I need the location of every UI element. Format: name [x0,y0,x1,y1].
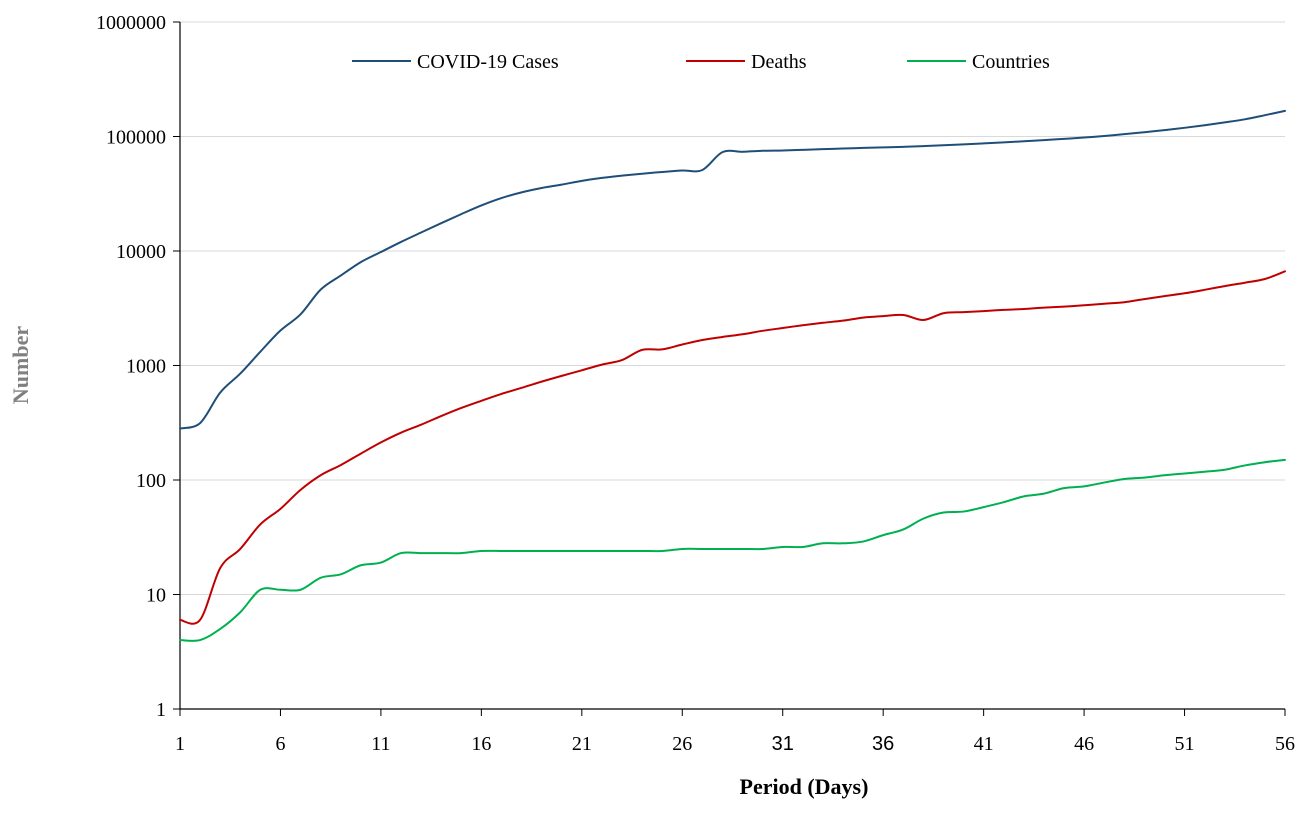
x-tick-label: 11 [371,733,390,755]
legend-label-deaths: Deaths [751,51,807,73]
x-axis-title: Period (Days) [740,774,869,799]
series-lines [179,109,1286,642]
x-tick-label: 16 [471,733,491,755]
x-tick-label: 1 [175,733,185,755]
y-tick-label: 10 [146,585,166,607]
x-tick-label: 46 [1074,733,1094,755]
x-tick-label: 31 [772,733,794,755]
y-axis-title: Number [8,326,33,404]
series-line-deaths [179,270,1286,625]
legend-label-countries: Countries [972,51,1050,73]
series-line-countries [179,458,1286,642]
y-tick-label: 1000 [126,356,166,378]
x-tick-label: 26 [672,733,692,755]
y-tick-label: 1000000 [96,12,166,34]
gridlines [180,21,1285,595]
y-tick-label: 100000 [106,127,166,149]
legend-label-covid-19-cases: COVID-19 Cases [417,51,559,73]
y-tick-label: 1 [156,699,166,721]
series-line-covid-19-cases [179,109,1286,430]
x-axis-ticks: 1 6 11 16 21 26 31 36 41 46 51 56 [175,709,1295,755]
y-axis-ticks: 1 10 100 1000 10000 100000 1000000 [96,12,180,721]
x-tick-label: 6 [275,733,285,755]
x-tick-label: 36 [872,733,894,755]
x-tick-label: 56 [1275,733,1295,755]
x-tick-label: 51 [1175,733,1195,755]
y-tick-label: 10000 [116,241,166,263]
x-tick-label: 41 [974,733,994,755]
x-tick-label: 21 [572,733,592,755]
legend: COVID-19 Cases Deaths Countries [352,51,1050,73]
y-tick-label: 100 [136,470,166,492]
